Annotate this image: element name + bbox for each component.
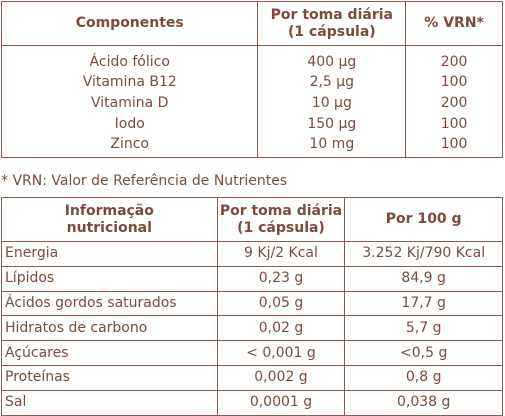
per-daily-dose: < 0,001 g [216,340,346,366]
daily-dose: 2,5 µg [257,72,407,94]
per-100g: 5,7 g [344,315,503,342]
component-name: Vitamina D [0,93,259,114]
component-name: Iodo [0,113,259,135]
nutrition-row: Proteínas 0,002 g 0,8 g [1,364,503,391]
vrn-percent: 200 [405,45,503,73]
nutrient-name: Lípidos [1,265,218,292]
vrn-percent: 200 [405,93,503,114]
components-row: Zinco 10 mg 100 [0,134,503,158]
daily-dose: 10 mg [257,134,407,158]
daily-dose: 150 µg [257,113,407,135]
per-100g: 0,038 g [344,389,503,416]
component-name: Vitamina B12 [0,72,259,94]
nutrition-row: Energia 9 Kj/2 Kcal 3.252 Kj/790 Kcal [1,241,503,267]
nutrient-name: Ácidos gordos saturados [1,290,218,317]
nutrition-row: Sal 0,0001 g 0,038 g [1,389,503,416]
nutrition-table: Informação nutricional Por toma diária (1 … [1,197,503,416]
per-daily-dose: 0,0001 g [216,389,346,416]
header-vrn: % VRN* [405,1,503,46]
vrn-percent: 100 [405,134,503,158]
per-daily-dose: 0,002 g [216,364,346,391]
per-daily-dose: 0,05 g [216,290,346,317]
components-header-row: Componentes Por toma diária (1 cápsula) %… [0,1,503,46]
daily-dose: 10 µg [257,93,407,114]
nutrient-name: Energia [1,241,218,267]
components-row: Iodo 150 µg 100 [0,113,503,135]
component-name: Zinco [0,134,259,158]
nutrient-name: Sal [1,389,218,416]
nutrition-row: Açúcares < 0,001 g <0,5 g [1,340,503,366]
header-informacao-nutricional: Informação nutricional [1,197,218,242]
components-row: Ácido fólico 400 µg 200 [0,45,503,73]
components-table: Componentes Por toma diária (1 cápsula) %… [0,1,503,158]
header-por-100g: Por 100 g [344,197,503,242]
nutrient-name: Açúcares [1,340,218,366]
per-daily-dose: 0,23 g [216,265,346,292]
components-row: Vitamina D 10 µg 200 [0,93,503,114]
per-100g: 84,9 g [344,265,503,292]
header-componentes: Componentes [0,1,259,46]
nutrition-header-row: Informação nutricional Por toma diária (1 … [1,197,503,242]
vrn-percent: 100 [405,113,503,135]
per-100g: <0,5 g [344,340,503,366]
header-por-toma-diaria-2: Por toma diária (1 cápsula) [216,197,346,242]
nutrition-row: Hidratos de carbono 0,02 g 5,7 g [1,315,503,342]
per-100g: 0,8 g [344,364,503,391]
nutrition-row: Ácidos gordos saturados 0,05 g 17,7 g [1,290,503,317]
header-por-toma-diaria: Por toma diária (1 cápsula) [257,1,407,46]
per-100g: 17,7 g [344,290,503,317]
nutrient-name: Hidratos de carbono [1,315,218,342]
per-daily-dose: 0,02 g [216,315,346,342]
vrn-footnote: * VRN: Valor de Referência de Nutrientes [1,173,288,189]
nutrient-name: Proteínas [1,364,218,391]
vrn-percent: 100 [405,72,503,94]
component-name: Ácido fólico [0,45,259,73]
per-100g: 3.252 Kj/790 Kcal [344,241,503,267]
per-daily-dose: 9 Kj/2 Kcal [216,241,346,267]
components-row: Vitamina B12 2,5 µg 100 [0,72,503,94]
nutrition-row: Lípidos 0,23 g 84,9 g [1,265,503,292]
daily-dose: 400 µg [257,45,407,73]
